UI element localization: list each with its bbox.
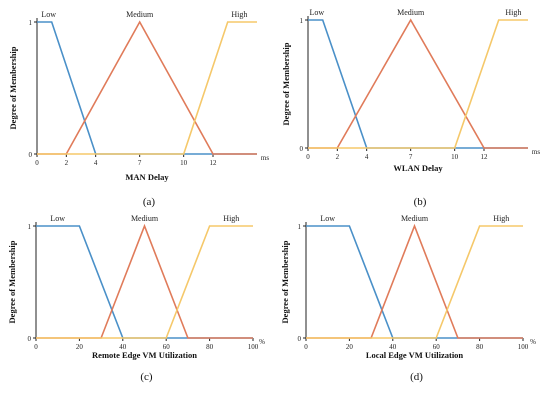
series-line-medium — [306, 223, 523, 339]
x-tick-label: 0 — [304, 343, 308, 351]
series-label-low: Low — [50, 214, 65, 223]
series-line-medium — [308, 18, 528, 149]
series-line-medium — [36, 223, 253, 339]
y-tick-label: 1 — [28, 223, 32, 231]
x-unit-label: ms — [261, 154, 269, 162]
x-tick-label: 4 — [365, 153, 369, 161]
panel-caption: (d) — [410, 371, 423, 383]
y-axis-title: Degree of Membership — [280, 240, 290, 323]
series-label-medium: Medium — [397, 8, 425, 17]
x-tick-label: 7 — [409, 153, 413, 161]
series-label-medium: Medium — [131, 214, 159, 223]
x-tick-label: 0 — [34, 343, 38, 351]
series-line-high — [37, 21, 257, 155]
panel-caption: (b) — [414, 196, 427, 208]
series-line-low — [308, 19, 528, 149]
series-label-medium: Medium — [126, 10, 154, 19]
x-axis-title: WLAN Delay — [393, 163, 443, 173]
x-tick-label: 40 — [389, 343, 397, 351]
x-axis-title: MAN Delay — [125, 172, 169, 182]
series-label-high: High — [493, 214, 509, 223]
y-tick-label: 0 — [298, 335, 302, 343]
y-tick-label: 1 — [298, 223, 302, 231]
series-label-high: High — [223, 214, 239, 223]
x-tick-label: 0 — [306, 153, 310, 161]
series-line-high — [306, 225, 523, 339]
panel-caption: (a) — [143, 196, 156, 208]
y-tick-label: 1 — [29, 19, 33, 27]
x-tick-label: 0 — [35, 159, 39, 167]
x-tick-label: 10 — [451, 153, 459, 161]
x-tick-label: 12 — [210, 159, 218, 167]
series-label-high: High — [231, 10, 247, 19]
x-tick-label: 60 — [433, 343, 441, 351]
x-tick-label: 10 — [180, 159, 188, 167]
x-tick-label: 100 — [248, 343, 259, 351]
series-label-high: High — [505, 8, 521, 17]
series-line-low — [36, 225, 253, 339]
y-axis-title: Degree of Membership — [7, 240, 17, 323]
x-axis-title: Remote Edge VM Utilization — [92, 350, 197, 360]
x-tick-label: 2 — [65, 159, 69, 167]
series-label-low: Low — [320, 214, 335, 223]
y-tick-label: 0 — [300, 145, 304, 153]
y-axis-title: Degree of Membership — [281, 42, 291, 125]
x-tick-label: 60 — [163, 343, 171, 351]
x-tick-label: 20 — [76, 343, 84, 351]
y-axis-title: Degree of Membership — [8, 46, 18, 129]
series-line-high — [308, 19, 528, 149]
y-tick-label: 0 — [29, 151, 33, 159]
x-tick-label: 2 — [336, 153, 340, 161]
series-label-low: Low — [309, 8, 324, 17]
series-label-medium: Medium — [401, 214, 429, 223]
x-axis-title: Local Edge VM Utilization — [366, 350, 464, 360]
series-line-medium — [37, 20, 257, 155]
series-line-low — [37, 21, 257, 155]
y-tick-label: 0 — [28, 335, 32, 343]
series-line-high — [36, 225, 253, 339]
x-tick-label: 20 — [346, 343, 354, 351]
series-line-low — [306, 225, 523, 339]
x-tick-label: 4 — [94, 159, 98, 167]
x-tick-label: 12 — [481, 153, 489, 161]
x-unit-label: ms — [532, 148, 540, 156]
x-tick-label: 100 — [518, 343, 529, 351]
panel-caption: (c) — [140, 371, 153, 383]
y-tick-label: 1 — [300, 17, 304, 25]
x-tick-label: 80 — [476, 343, 484, 351]
series-label-low: Low — [41, 10, 56, 19]
x-tick-label: 7 — [138, 159, 142, 167]
x-tick-label: 40 — [119, 343, 127, 351]
x-unit-label: % — [259, 338, 265, 346]
x-tick-label: 80 — [206, 343, 214, 351]
x-unit-label: % — [530, 338, 536, 346]
